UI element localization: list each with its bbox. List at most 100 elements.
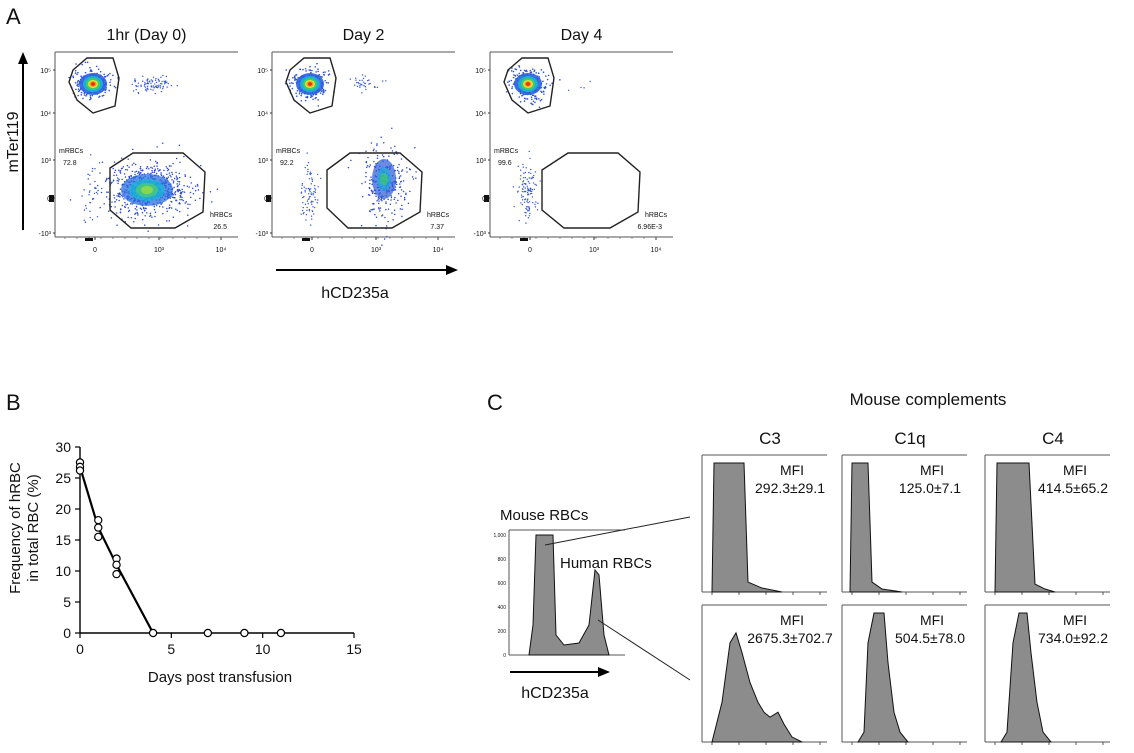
- event-dot: [176, 176, 178, 179]
- event-dot: [89, 201, 92, 204]
- event-dot: [178, 176, 181, 179]
- density-contour: [91, 82, 95, 86]
- event-dot: [398, 177, 401, 180]
- event-dot: [111, 201, 113, 203]
- y-tick-label: 10⁵: [257, 68, 268, 75]
- event-dot: [526, 70, 528, 73]
- event-dot: [180, 192, 183, 195]
- event-dot: [527, 180, 530, 183]
- event-dot: [538, 97, 540, 100]
- event-dot: [141, 169, 144, 172]
- event-dot: [171, 196, 174, 198]
- event-dot: [314, 191, 316, 194]
- event-dot: [75, 88, 77, 91]
- event-dot: [110, 205, 113, 208]
- event-dot: [87, 173, 89, 176]
- x-tick-label: 10³: [371, 247, 382, 254]
- event-dot: [296, 89, 299, 92]
- x-tick-label: 10⁴: [651, 247, 662, 254]
- event-dot: [347, 166, 350, 169]
- event-dot: [211, 201, 213, 203]
- event-dot: [74, 69, 77, 72]
- event-dot: [166, 207, 168, 210]
- event-dot: [161, 80, 163, 83]
- event-dot: [534, 95, 537, 97]
- event-dot: [131, 203, 133, 205]
- event-dot: [90, 97, 92, 100]
- event-dot: [147, 88, 149, 91]
- mean-line: [78, 466, 155, 634]
- event-dot: [399, 186, 402, 188]
- y-tick-label: 400: [498, 605, 507, 611]
- event-dot: [137, 214, 139, 216]
- event-dot: [521, 203, 523, 206]
- event-dot: [312, 98, 314, 101]
- event-dot: [310, 215, 313, 217]
- event-dot: [404, 198, 406, 201]
- y-tick-label: 800: [498, 557, 507, 563]
- mfi-value: 125.0±7.1: [899, 480, 961, 496]
- event-dot: [518, 66, 521, 68]
- event-dot: [520, 174, 522, 177]
- event-dot: [310, 192, 312, 194]
- event-dot: [133, 221, 135, 223]
- event-dot: [80, 93, 83, 96]
- y-tick-label: 30: [55, 439, 71, 455]
- event-dot: [157, 170, 160, 172]
- event-dot: [382, 155, 385, 158]
- event-dot: [325, 81, 328, 84]
- event-dot: [113, 197, 116, 199]
- y-tick-label: 600: [498, 581, 507, 587]
- event-dot: [116, 195, 118, 197]
- event-dot: [315, 71, 317, 73]
- event-dot: [381, 215, 383, 217]
- event-dot: [317, 68, 319, 70]
- event-dot: [123, 205, 126, 208]
- event-dot: [130, 216, 133, 219]
- event-dot: [123, 198, 125, 200]
- event-dot: [314, 189, 317, 191]
- event-dot: [77, 90, 80, 93]
- event-dot: [359, 79, 361, 82]
- event-dot: [314, 199, 317, 201]
- y-tick-label: 10⁴: [475, 111, 486, 118]
- mrbc-gate-label: mRBCs: [276, 148, 301, 155]
- event-dot: [375, 224, 377, 227]
- event-dot: [309, 171, 312, 173]
- event-dot: [399, 181, 402, 183]
- event-dot: [289, 82, 291, 85]
- event-dot: [85, 207, 88, 209]
- event-dot: [117, 177, 119, 179]
- event-dot: [527, 217, 530, 219]
- event-dot: [145, 88, 147, 90]
- event-dot: [167, 82, 169, 85]
- event-dot: [190, 196, 192, 199]
- event-dot: [91, 167, 94, 170]
- event-dot: [521, 188, 524, 190]
- event-dot: [528, 215, 531, 217]
- event-dot: [107, 191, 109, 193]
- event-dot: [129, 202, 132, 205]
- event-dot: [308, 188, 311, 190]
- event-dot: [400, 189, 403, 191]
- event-dot: [89, 210, 91, 212]
- event-dot: [393, 198, 395, 201]
- event-dot: [412, 178, 415, 180]
- event-dot: [524, 171, 527, 174]
- event-dot: [385, 80, 387, 82]
- event-dot: [134, 208, 137, 210]
- event-dot: [512, 83, 515, 85]
- event-dot: [531, 190, 533, 193]
- y-tick-label: 10⁴: [40, 111, 51, 118]
- y-tick-label: 10⁵: [40, 68, 51, 75]
- event-dot: [317, 186, 319, 188]
- event-dot: [360, 224, 363, 227]
- event-dot: [92, 198, 95, 200]
- event-dot: [103, 203, 105, 205]
- y-tick-label: -10³: [256, 231, 269, 238]
- event-dot: [522, 72, 525, 74]
- event-dot: [155, 77, 157, 80]
- event-dot: [103, 73, 105, 76]
- event-dot: [194, 185, 197, 187]
- event-dot: [72, 75, 74, 77]
